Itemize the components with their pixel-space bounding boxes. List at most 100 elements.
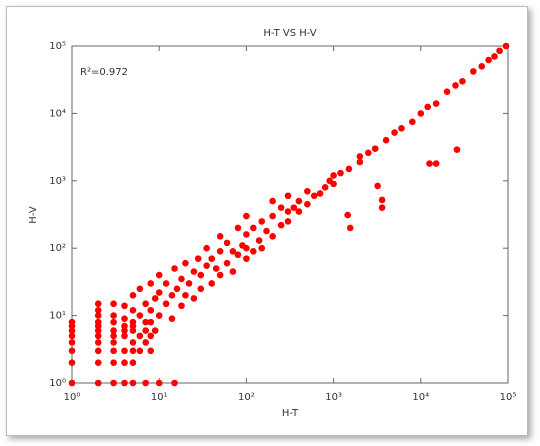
point: [277, 221, 285, 229]
point: [162, 280, 170, 287]
point: [459, 77, 466, 85]
point: [284, 208, 292, 215]
x-axis-label: H-T: [282, 408, 299, 419]
point: [151, 295, 159, 302]
point: [258, 244, 266, 252]
point: [190, 268, 198, 275]
x-tick-label: 10⁵: [500, 392, 517, 403]
point: [424, 103, 432, 111]
point: [243, 244, 250, 252]
plot-area: [71, 45, 509, 384]
point: [94, 332, 102, 340]
point: [491, 53, 498, 60]
point: [136, 285, 144, 293]
point: [68, 359, 76, 367]
point: [68, 339, 76, 346]
point: [147, 280, 155, 287]
point: [129, 292, 137, 299]
point: [121, 315, 128, 322]
point: [129, 359, 137, 367]
point: [337, 169, 344, 177]
x-tick-label: 10²: [238, 392, 255, 403]
annotation: R²=0.972: [80, 67, 128, 78]
point: [269, 233, 276, 240]
point: [356, 158, 364, 166]
y-tick-label: 10⁵: [49, 41, 66, 52]
point: [121, 359, 128, 367]
point: [147, 332, 155, 340]
point: [171, 379, 178, 387]
point: [194, 255, 202, 262]
point: [453, 146, 461, 153]
point: [171, 265, 178, 272]
y-axis-label: H-V: [28, 206, 39, 224]
point: [398, 125, 405, 132]
point: [304, 200, 311, 208]
point: [255, 237, 263, 244]
point: [478, 62, 486, 70]
point: [94, 379, 102, 387]
point: [258, 218, 266, 225]
point: [168, 315, 176, 322]
x-tick-label: 10⁴: [412, 392, 429, 403]
point: [321, 184, 329, 191]
point: [68, 318, 76, 326]
x-tick-label: 10⁰: [64, 392, 81, 403]
point: [216, 233, 224, 240]
point: [250, 247, 257, 255]
point: [243, 212, 250, 220]
point: [229, 247, 237, 255]
point: [243, 255, 250, 262]
point: [142, 379, 149, 387]
point: [378, 204, 386, 211]
chart-title: H-T VS H-V: [263, 28, 316, 39]
point: [197, 285, 205, 293]
point: [147, 318, 155, 326]
point: [229, 268, 237, 275]
point: [155, 379, 163, 387]
point: [121, 302, 128, 310]
point: [68, 332, 76, 340]
point: [223, 259, 231, 267]
y-tick-label: 10¹: [49, 311, 66, 322]
point: [469, 68, 477, 75]
point: [346, 224, 354, 232]
point: [155, 271, 163, 279]
point: [94, 359, 102, 367]
point: [409, 118, 416, 126]
point: [263, 227, 270, 235]
point: [284, 218, 292, 225]
point: [178, 302, 185, 310]
point: [295, 197, 303, 205]
point: [121, 327, 128, 334]
point: [304, 187, 311, 195]
point: [391, 129, 398, 136]
point: [208, 255, 215, 262]
point: [208, 280, 215, 287]
point: [94, 318, 102, 326]
point: [365, 149, 372, 157]
point: [147, 306, 155, 314]
point: [142, 300, 149, 308]
point: [110, 327, 117, 334]
point: [216, 247, 224, 255]
point: [417, 110, 425, 117]
point: [129, 339, 137, 346]
point: [173, 285, 181, 293]
point: [110, 347, 117, 355]
point: [269, 212, 276, 220]
point: [234, 224, 242, 232]
point: [502, 42, 510, 50]
point: [223, 239, 231, 247]
point: [345, 165, 353, 173]
point: [155, 289, 163, 296]
point: [432, 160, 440, 167]
point: [269, 197, 276, 205]
point: [94, 327, 102, 334]
point: [203, 244, 210, 252]
point: [129, 322, 137, 330]
point: [94, 339, 102, 346]
point: [330, 180, 337, 188]
point: [121, 322, 128, 330]
point: [110, 300, 117, 308]
